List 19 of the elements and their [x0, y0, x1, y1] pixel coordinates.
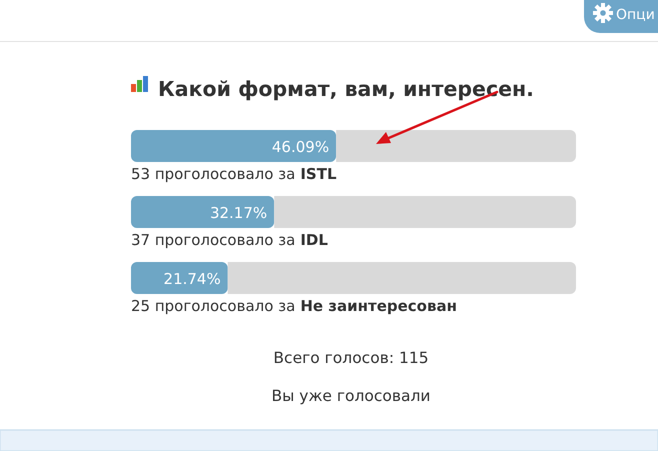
- annotation: 37 проголосовало за: [131, 231, 296, 249]
- data-label: 21.74%: [164, 270, 221, 288]
- bar: [336, 130, 576, 162]
- text: Опци: [616, 7, 655, 23]
- text: Вы уже голосовали: [271, 387, 431, 405]
- bar: [131, 196, 274, 228]
- bar: [228, 262, 576, 294]
- y-tick-label: Не заинтересован: [300, 297, 457, 315]
- data-label: 46.09%: [272, 138, 330, 156]
- bar: [274, 196, 576, 228]
- annotation: 53 проголосовало за: [131, 165, 296, 183]
- text: Всего голосов: 115: [273, 349, 429, 367]
- y-tick-label: IDL: [300, 231, 328, 249]
- y-tick-label: ISTL: [300, 165, 337, 183]
- annotation: 25 проголосовало за: [131, 297, 296, 315]
- data-label: 32.17%: [210, 204, 268, 222]
- bar: [131, 130, 336, 162]
- chart-title: Какой формат, вам, интересен.: [158, 77, 534, 101]
- bar: [131, 262, 228, 294]
